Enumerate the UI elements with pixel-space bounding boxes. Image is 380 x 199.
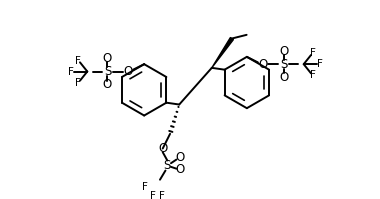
Text: O: O xyxy=(103,78,112,91)
Text: F: F xyxy=(142,182,148,192)
Text: F: F xyxy=(317,59,323,69)
Text: F: F xyxy=(159,191,165,199)
Text: O: O xyxy=(259,58,268,71)
Text: O: O xyxy=(158,142,167,155)
Text: F: F xyxy=(75,78,81,88)
Text: O: O xyxy=(279,45,288,58)
Text: O: O xyxy=(279,70,288,84)
Text: O: O xyxy=(176,163,185,176)
Text: S: S xyxy=(280,58,287,71)
Text: F: F xyxy=(68,66,74,76)
Polygon shape xyxy=(212,37,233,68)
Text: F: F xyxy=(310,48,316,58)
Text: F: F xyxy=(310,70,316,80)
Text: O: O xyxy=(103,52,112,65)
Text: S: S xyxy=(104,65,111,78)
Text: O: O xyxy=(176,151,185,164)
Text: F: F xyxy=(150,191,155,199)
Text: O: O xyxy=(123,65,132,78)
Text: F: F xyxy=(75,56,81,65)
Text: S: S xyxy=(164,159,171,172)
